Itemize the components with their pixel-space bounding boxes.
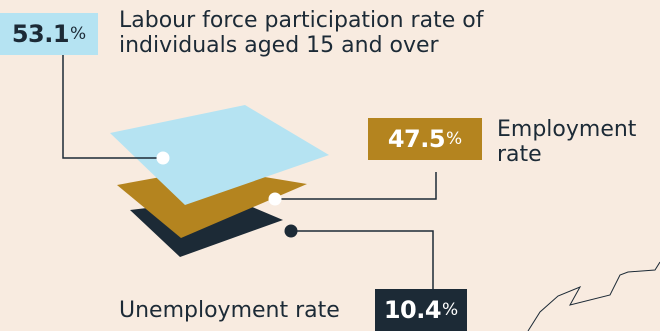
employment-badge: 47.5% [368, 118, 482, 160]
unemployment-unit: % [442, 300, 459, 320]
labour-force-badge: 53.1% [0, 13, 98, 55]
labour-force-connector [62, 55, 163, 159]
unemployment-value: 10.4 [383, 296, 442, 324]
employment-unit: % [446, 129, 463, 149]
unemployment-label: Unemployment rate [119, 298, 340, 323]
unemployment-badge: 10.4% [375, 289, 467, 331]
labour-force-value: 53.1 [11, 20, 70, 48]
employment-label: Employment rate [497, 117, 636, 167]
employment-label-line1: Employment [497, 117, 637, 142]
labour-force-marker [156, 151, 170, 165]
employment-marker [268, 192, 282, 206]
employment-connector [275, 172, 437, 200]
map-outline-decoration [527, 261, 660, 331]
labour-force-label: Labour force participation rate of indiv… [119, 8, 483, 58]
labour-force-plane [110, 105, 329, 205]
unemployment-connector [291, 230, 434, 289]
unemployment-marker [284, 224, 298, 238]
labour-force-unit: % [70, 24, 87, 44]
labour-force-label-line2: individuals aged 15 and over [119, 33, 439, 58]
labour-force-label-line1: Labour force participation rate of [119, 8, 484, 33]
employment-plane [117, 168, 307, 238]
employment-value: 47.5 [387, 125, 446, 153]
employment-label-line2: rate [497, 142, 542, 167]
